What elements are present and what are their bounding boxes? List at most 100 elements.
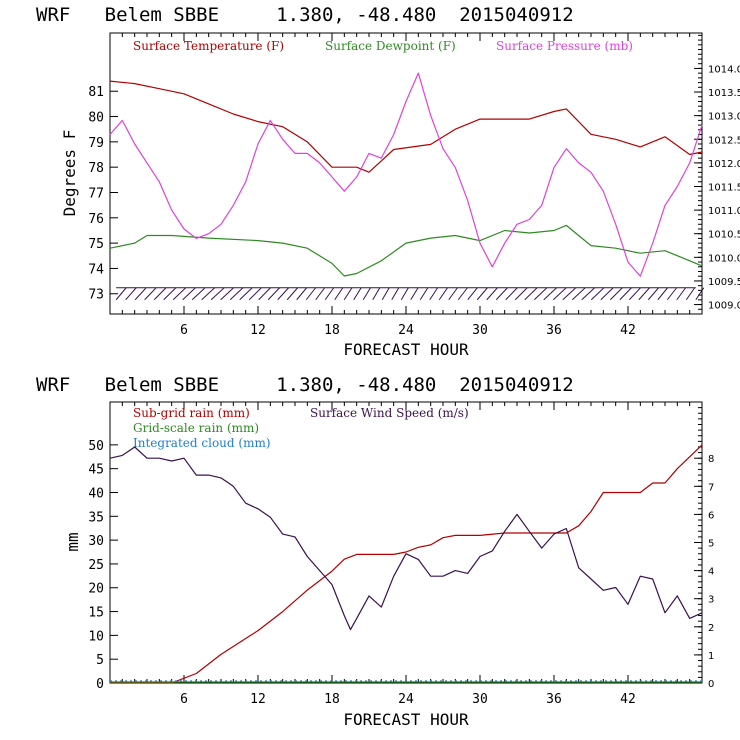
wind-barb: [600, 287, 614, 301]
wind-barb: [429, 287, 439, 301]
y-tick-label: 15: [88, 606, 104, 621]
y-tick-label: 35: [88, 510, 104, 525]
chart2-title: WRF Belem SBBE 1.380, -48.480 2015040912: [36, 374, 574, 396]
wind-barb: [695, 287, 705, 301]
wind-barb: [685, 287, 696, 301]
chart1-series: [109, 72, 703, 277]
y-tick-label: 79: [88, 136, 104, 151]
y2-tick-label: 1011.5: [708, 182, 740, 193]
y2-tick-label: 1009.0: [708, 301, 740, 312]
chart2-series: [109, 444, 703, 684]
wind-barb: [220, 287, 234, 301]
wind-barb: [514, 287, 528, 301]
y-tick-label: 30: [88, 534, 104, 549]
wind-barb: [448, 287, 458, 301]
x-tick-label: 30: [472, 323, 488, 338]
wind-barb: [657, 287, 668, 301]
y-tick-label: 25: [88, 558, 104, 573]
wind-barb: [191, 287, 206, 301]
y2-tick-label: 1014.0: [708, 64, 740, 75]
rain-wind-chart: WRF Belem SBBE 1.380, -48.480 2015040912…: [36, 374, 714, 729]
wind-barb: [210, 287, 225, 301]
y-tick-label: 78: [88, 161, 104, 176]
wind-barb: [476, 287, 488, 301]
y2-tick-label: 1012.0: [708, 159, 740, 170]
series-line-surface-temperature-f: [109, 80, 703, 173]
legend-sub-grid-rain: Sub-grid rain (mm): [133, 406, 250, 420]
x-tick-label: 6: [180, 692, 188, 707]
wind-barb: [248, 287, 262, 301]
wind-barb: [315, 287, 326, 301]
wind-barb: [144, 287, 157, 301]
y-tick-label: 81: [88, 85, 104, 100]
wind-barb: [410, 287, 419, 301]
series-line-surface-pressure-mb: [109, 72, 703, 277]
y2-tick-label: 6: [708, 510, 714, 521]
y-tick-label: 45: [88, 463, 104, 478]
wind-barb: [286, 287, 299, 301]
chart1-legend: Surface Temperature (F) Surface Dewpoint…: [133, 39, 633, 53]
wind-barb: [391, 287, 400, 301]
wind-barb: [533, 287, 548, 301]
wind-barb: [201, 287, 216, 301]
wind-barb: [296, 287, 308, 301]
wind-barb: [305, 287, 317, 301]
legend-surface-pressure: Surface Pressure (mb): [496, 39, 633, 53]
x-tick-label: 42: [620, 323, 636, 338]
wind-barb: [524, 287, 538, 301]
temperature-chart: WRF Belem SBBE 1.380, -48.480 2015040912…: [36, 4, 740, 359]
wind-barb: [552, 287, 567, 301]
y-tick-label: 73: [88, 288, 104, 303]
chart1-y2-ticks: 1009.0 1009.5 1010.0 1010.5 1011.0 1011.5 1012…: [694, 34, 740, 315]
y2-tick-label: 1010.5: [708, 230, 740, 241]
wind-barb: [229, 287, 244, 301]
wind-barb: [419, 287, 429, 301]
x-tick-label: 36: [546, 323, 562, 338]
x-tick-label: 12: [250, 323, 266, 338]
wind-barb: [581, 287, 595, 301]
wind-barb: [400, 287, 409, 301]
y2-tick-label: 1011.0: [708, 206, 740, 217]
chart2-x-label: FORECAST HOUR: [343, 710, 469, 729]
y2-tick-label: 7: [708, 482, 714, 493]
y2-tick-label: 0: [708, 679, 714, 690]
x-tick-label: 30: [472, 692, 488, 707]
chart1-y-ticks: 73 74 75 76 77 78 79 80 81: [88, 85, 118, 303]
wind-barb: [134, 287, 147, 301]
y-tick-label: 10: [88, 629, 104, 644]
wind-barb: [505, 287, 518, 301]
wind-barb: [362, 287, 371, 301]
y-tick-label: 5: [96, 653, 104, 668]
wind-barb: [486, 287, 498, 301]
y2-tick-label: 5: [708, 539, 714, 550]
y2-tick-label: 2: [708, 623, 714, 634]
y-tick-label: 0: [96, 677, 104, 692]
x-tick-label: 36: [546, 692, 562, 707]
wind-barb: [638, 287, 650, 301]
wind-barb: [457, 287, 468, 301]
chart1-y-label: Degrees F: [60, 130, 79, 217]
wind-barb: [495, 287, 508, 301]
y2-tick-label: 3: [708, 595, 714, 606]
wind-barbs: [115, 287, 705, 301]
wind-barb: [267, 287, 280, 301]
chart1-x-ticks: 6 12 18 24 30 36 42: [121, 33, 691, 338]
series-line-surface-dewpoint-f: [109, 224, 703, 277]
wind-barb: [647, 287, 659, 301]
chart2-y-ticks: 0 5 10 15 20 25 30 35 40 45 50: [88, 439, 118, 692]
wind-barb: [372, 287, 381, 301]
legend-surface-temperature: Surface Temperature (F): [133, 39, 284, 53]
chart2-y-label: mm: [63, 532, 82, 551]
wind-barb: [609, 287, 623, 301]
x-tick-label: 18: [324, 323, 340, 338]
x-tick-label: 6: [180, 323, 188, 338]
wind-barb: [258, 287, 271, 301]
x-tick-label: 42: [620, 692, 636, 707]
wind-barb: [334, 287, 344, 301]
wind-barb: [343, 287, 353, 301]
wind-barb: [676, 287, 687, 301]
y2-tick-label: 1: [708, 651, 714, 662]
wind-barb: [467, 287, 478, 301]
y2-tick-label: 1009.5: [708, 277, 740, 288]
wind-barb: [277, 287, 289, 301]
